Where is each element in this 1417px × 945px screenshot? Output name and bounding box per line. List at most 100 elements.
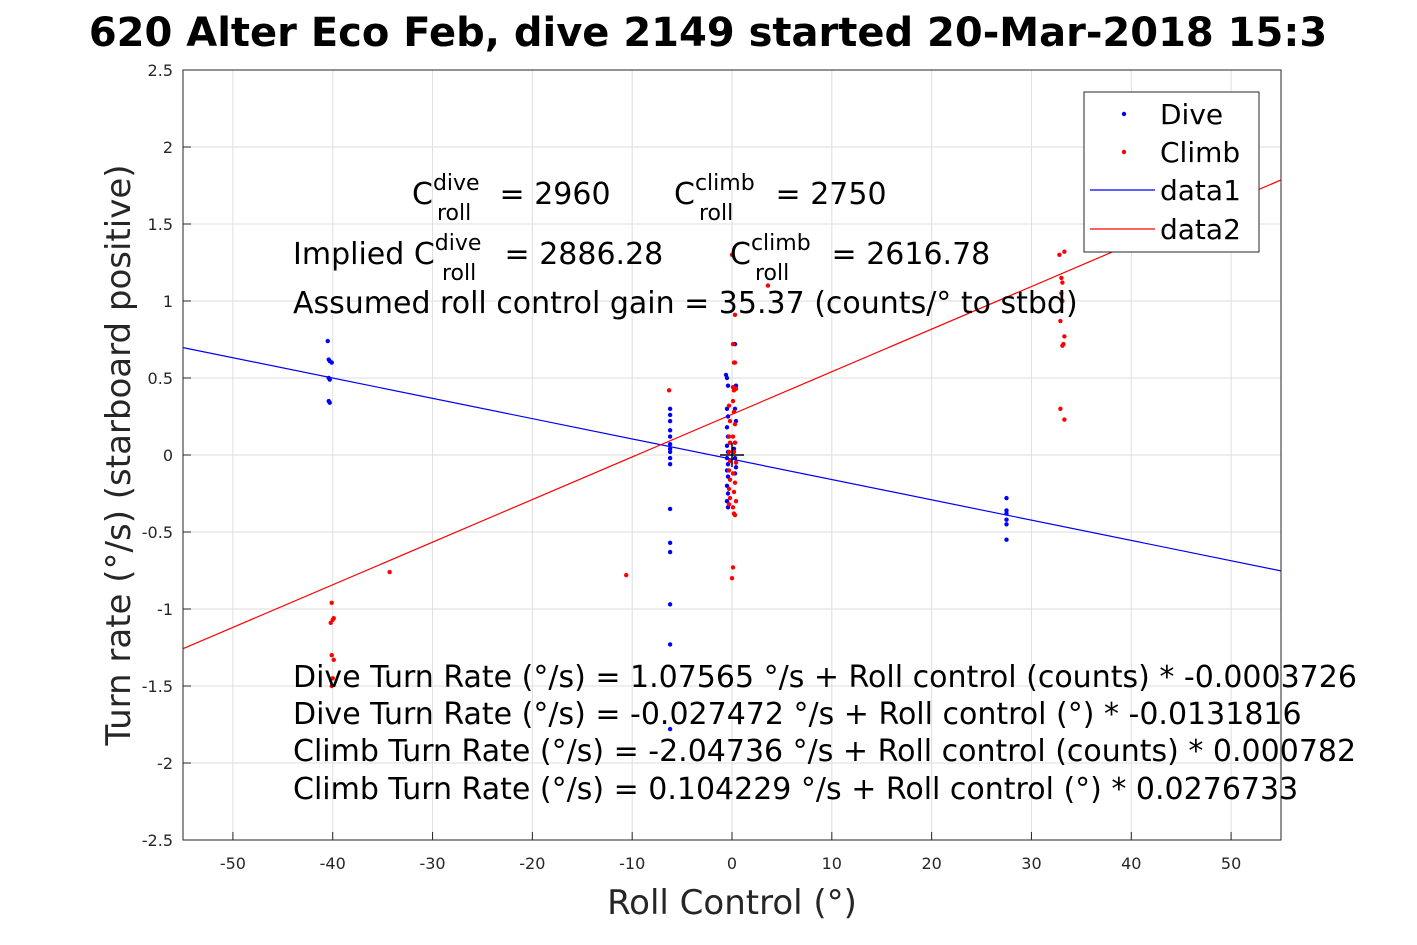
climb-point bbox=[727, 495, 733, 501]
climb-point bbox=[330, 676, 335, 681]
climb-point bbox=[730, 471, 736, 476]
climb-point bbox=[623, 572, 629, 578]
legend: Dive Climb data1 data2 bbox=[1083, 91, 1260, 253]
climb-point bbox=[730, 398, 736, 404]
legend-box bbox=[1083, 91, 1260, 253]
climb-point bbox=[329, 683, 334, 689]
x-tick-label: 10 bbox=[822, 854, 842, 873]
annotation-eq-1: Dive Turn Rate (°/s) = 1.07565 °/s + Rol… bbox=[293, 660, 1357, 695]
climb-point bbox=[1058, 318, 1063, 324]
dive-point bbox=[667, 726, 673, 732]
climb-point bbox=[329, 600, 334, 606]
x-tick-label: -20 bbox=[519, 854, 545, 873]
climb-point bbox=[733, 386, 739, 391]
annotation-implied-climb: Cclimb roll = 2616.78 bbox=[730, 231, 990, 286]
dive-point bbox=[667, 446, 673, 452]
dive-point bbox=[725, 414, 731, 419]
dive-point bbox=[667, 642, 673, 647]
climb-point bbox=[1058, 406, 1063, 411]
dive-point bbox=[724, 425, 730, 430]
y-tick-label: -0.5 bbox=[142, 523, 173, 542]
legend-data1-label: data1 bbox=[1160, 174, 1241, 207]
dive-point bbox=[329, 360, 334, 365]
x-tick-label: -10 bbox=[619, 854, 645, 873]
x-tick-label: 40 bbox=[1121, 854, 1141, 873]
dive-point bbox=[327, 377, 332, 382]
legend-dive-label: Dive bbox=[1160, 98, 1223, 131]
annotation-eq-2: Dive Turn Rate (°/s) = -0.027472 °/s + R… bbox=[293, 697, 1302, 732]
climb-point bbox=[726, 502, 732, 507]
annotation-eq-4: Climb Turn Rate (°/s) = 0.104229 °/s + R… bbox=[293, 772, 1298, 807]
climb-point bbox=[732, 312, 738, 318]
climb-point bbox=[730, 434, 736, 439]
fit-line-data2 bbox=[183, 179, 1281, 650]
dive-point bbox=[667, 462, 673, 467]
dive-point bbox=[724, 455, 730, 461]
y-tick-label: 0.5 bbox=[148, 369, 173, 388]
legend-dive-marker bbox=[1121, 111, 1127, 117]
climb-point bbox=[727, 440, 733, 445]
climb-point bbox=[732, 512, 738, 518]
annotation-eq-3: Climb Turn Rate (°/s) = -2.04736 °/s + R… bbox=[293, 734, 1356, 769]
climb-point bbox=[726, 434, 732, 439]
dive-point bbox=[733, 465, 739, 470]
x-tick-label: 30 bbox=[1021, 854, 1041, 873]
climb-point bbox=[727, 477, 733, 482]
legend-climb-marker bbox=[1121, 149, 1127, 155]
y-tick-label: -1.5 bbox=[142, 677, 173, 696]
dive-point bbox=[667, 602, 673, 607]
x-tick-label: -40 bbox=[320, 854, 346, 873]
climb-point bbox=[727, 458, 733, 464]
annotation-gain: Assumed roll control gain = 35.37 (count… bbox=[293, 286, 1078, 321]
chart-title: 620 Alter Eco Feb, dive 2149 started 20-… bbox=[89, 10, 1327, 56]
dive-point bbox=[667, 406, 673, 411]
climb-point bbox=[1059, 275, 1064, 281]
x-tick-label: -50 bbox=[220, 854, 246, 873]
y-tick-label: -1 bbox=[157, 600, 173, 619]
y-tick-label: -2 bbox=[157, 754, 173, 773]
dive-point bbox=[667, 455, 673, 461]
climb-point bbox=[729, 576, 735, 581]
dive-point bbox=[667, 506, 673, 512]
plot-frame bbox=[182, 69, 1282, 841]
x-tick-label: 0 bbox=[727, 854, 737, 873]
y-tick-label: 1 bbox=[163, 292, 173, 311]
x-tick-label: 50 bbox=[1221, 854, 1241, 873]
climb-point bbox=[726, 468, 732, 473]
annotation-c-climb: Cclimb roll = 2750 bbox=[674, 171, 887, 226]
y-tick-label: 2 bbox=[163, 138, 173, 157]
center-marker bbox=[720, 443, 744, 467]
climb-point bbox=[732, 440, 738, 445]
climb-point bbox=[1062, 417, 1067, 422]
dive-point bbox=[325, 338, 330, 344]
dive-point bbox=[1004, 495, 1009, 501]
dive-point bbox=[1004, 508, 1009, 513]
climb-point bbox=[730, 565, 736, 570]
y-tick-labels: -2.5 -2 -1.5 -1 -0.5 0 0.5 1 1.5 2 2.5 bbox=[142, 61, 173, 850]
legend-climb-label: Climb bbox=[1160, 136, 1240, 169]
annotation-implied-dive: Implied Cdive roll = 2886.28 bbox=[293, 231, 663, 286]
climb-point bbox=[733, 499, 739, 504]
climb-point bbox=[328, 620, 333, 626]
dive-point bbox=[667, 540, 673, 545]
dive-point bbox=[724, 375, 730, 381]
climb-point bbox=[1060, 280, 1065, 285]
climb-point bbox=[726, 449, 732, 455]
y-axis-label: Turn rate (°/s) (starboard positive) bbox=[99, 164, 139, 746]
dive-point bbox=[1004, 537, 1009, 542]
climb-point bbox=[1060, 298, 1065, 304]
data-points bbox=[325, 249, 1067, 732]
dive-point bbox=[1004, 522, 1009, 527]
x-tick-label: 20 bbox=[921, 854, 941, 873]
x-tick-label: -30 bbox=[419, 854, 445, 873]
dive-point bbox=[1004, 511, 1009, 516]
dive-point bbox=[667, 428, 673, 433]
climb-point bbox=[1059, 291, 1064, 296]
dive-point bbox=[667, 434, 673, 439]
x-tick-labels: -50 -40 -30 -20 -10 0 10 20 30 40 50 bbox=[220, 854, 1241, 873]
dive-point bbox=[667, 412, 673, 418]
dive-point bbox=[732, 455, 738, 461]
dive-point bbox=[725, 383, 731, 388]
climb-point bbox=[732, 360, 738, 365]
